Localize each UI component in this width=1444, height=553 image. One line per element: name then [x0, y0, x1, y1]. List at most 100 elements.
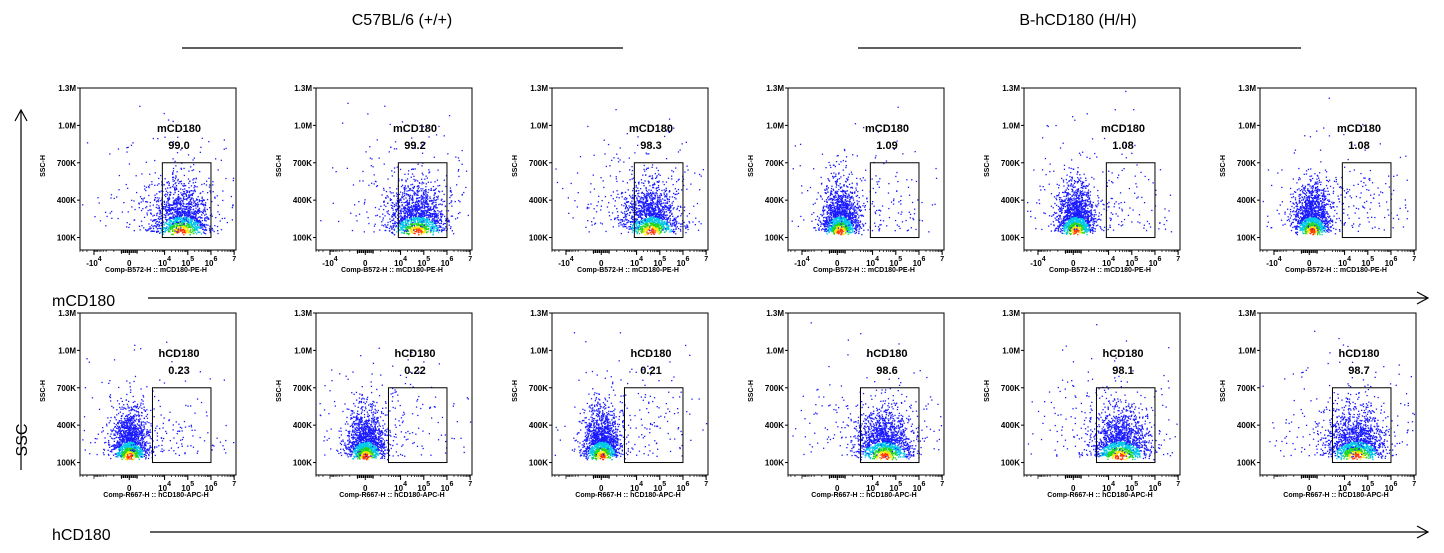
event-dots [792, 322, 943, 461]
group-title-wildtype: C57BL/6 (+/+) [352, 12, 453, 29]
gate-name: hCD180 [867, 348, 908, 360]
x-tick-label: 7 [704, 256, 708, 263]
y-tick-label: 1.3M [1238, 309, 1256, 318]
y-axis-title: SSC-H [40, 155, 47, 177]
x-tick-exponent: 4 [334, 256, 338, 263]
x-tick-exponent: 7 [1176, 481, 1180, 488]
gate-percent: 0.22 [404, 365, 425, 377]
gate-rectangle [1331, 387, 1392, 464]
y-tick-label: 1.0M [58, 346, 76, 355]
x-tick-label: 7 [1176, 256, 1180, 263]
y-tick-label: 400K [293, 196, 312, 205]
x-tick-exponent: 6 [1157, 256, 1161, 263]
y-axis-title: SSC-H [1220, 155, 1227, 177]
y-tick-label: 400K [293, 421, 312, 430]
x-tick-base: 10 [1125, 259, 1134, 268]
y-tick-label: 1.0M [1238, 121, 1256, 130]
x-tick-exponent: 6 [921, 481, 925, 488]
marker-label-mcd180: mCD180 [52, 293, 115, 310]
x-tick-exponent: 5 [190, 256, 194, 263]
y-tick-label: 400K [1237, 196, 1256, 205]
x-tick-base: -10 [558, 259, 570, 268]
plot-frame [1023, 87, 1181, 251]
x-tick-label: 104 [1102, 256, 1115, 268]
mcd180-arrow-head [1416, 291, 1430, 305]
gate-rectangle [1095, 387, 1156, 464]
y-tick-label: 1.3M [294, 309, 312, 318]
y-tick-label: 1.3M [766, 84, 784, 93]
x-tick-exponent: 4 [167, 481, 171, 488]
x-tick-label: 0 [127, 484, 132, 493]
x-tick-label: 0 [363, 484, 368, 493]
x-axis-title: Comp-R667-H :: hCD180-APC-H [811, 492, 916, 499]
event-dots [554, 332, 708, 461]
gate-name: mCD180 [865, 123, 909, 135]
gate-rectangle [397, 162, 448, 239]
y-axis-title: SSC-H [276, 380, 283, 402]
x-tick-label: 7 [940, 256, 944, 263]
x-tick-base: 0 [599, 484, 604, 493]
x-tick-label: 0 [1071, 259, 1076, 268]
gate-rectangle [633, 162, 684, 239]
x-tick-base: 10 [630, 259, 639, 268]
x-tick-exponent: 5 [1370, 481, 1374, 488]
ssc-axis-label: SSC [14, 424, 31, 457]
y-tick-label: 100K [57, 234, 76, 243]
x-tick-label: 7 [232, 256, 236, 263]
y-tick-label: 700K [1001, 384, 1020, 393]
x-tick-exponent: 7 [940, 256, 944, 263]
y-tick-label: 100K [529, 459, 548, 468]
x-tick-exponent: 7 [1412, 256, 1416, 263]
event-dots [555, 109, 704, 236]
gate-percent: 99.0 [168, 140, 189, 152]
x-tick-base: 10 [441, 259, 450, 268]
y-axis-title: SSC-H [984, 155, 991, 177]
x-tick-label: -104 [558, 256, 574, 268]
x-tick-label: 105 [181, 481, 194, 493]
y-tick-label: 1.3M [766, 309, 784, 318]
x-tick-base: -10 [86, 259, 98, 268]
y-tick-label: 700K [1237, 159, 1256, 168]
gate-percent: 1.09 [876, 140, 897, 152]
x-tick-base: 10 [158, 484, 167, 493]
x-axis-title: Comp-B572-H :: mCD180-PE-H [577, 267, 679, 274]
x-tick-exponent: 4 [403, 481, 407, 488]
y-axis-title: SSC-H [748, 380, 755, 402]
x-tick-base: 10 [417, 484, 426, 493]
x-tick-label: 106 [205, 481, 218, 493]
x-tick-exponent: 7 [232, 256, 236, 263]
y-tick-label: 700K [765, 384, 784, 393]
x-tick-label: 105 [1125, 256, 1138, 268]
x-tick-exponent: 7 [704, 481, 708, 488]
x-tick-base: 10 [441, 484, 450, 493]
gate-name: mCD180 [157, 123, 201, 135]
gate-percent: 0.21 [640, 365, 661, 377]
x-axis-title: Comp-R667-H :: hCD180-APC-H [575, 492, 680, 499]
y-tick-label: 400K [529, 196, 548, 205]
x-tick-label: 106 [1149, 481, 1162, 493]
gate-percent: 0.23 [168, 365, 189, 377]
y-tick-label: 700K [529, 384, 548, 393]
marker-label-hcd180: hCD180 [52, 527, 111, 544]
y-axis-title: SSC-H [1220, 380, 1227, 402]
x-tick-label: 7 [232, 481, 236, 488]
x-tick-base: 10 [1338, 259, 1347, 268]
x-tick-base: 10 [1102, 484, 1111, 493]
x-tick-base: 10 [653, 259, 662, 268]
x-tick-label: -104 [322, 256, 338, 268]
x-tick-exponent: 4 [1111, 256, 1115, 263]
x-axis-title: Comp-R667-H :: hCD180-APC-H [339, 492, 444, 499]
hcd180-arrow-head [1416, 525, 1430, 539]
event-dots [1027, 90, 1173, 236]
x-tick-exponent: 5 [1134, 481, 1138, 488]
gate-rectangle [161, 162, 212, 239]
x-tick-exponent: 4 [1278, 256, 1282, 263]
gate-name: mCD180 [393, 123, 437, 135]
x-tick-base: 0 [1071, 259, 1076, 268]
